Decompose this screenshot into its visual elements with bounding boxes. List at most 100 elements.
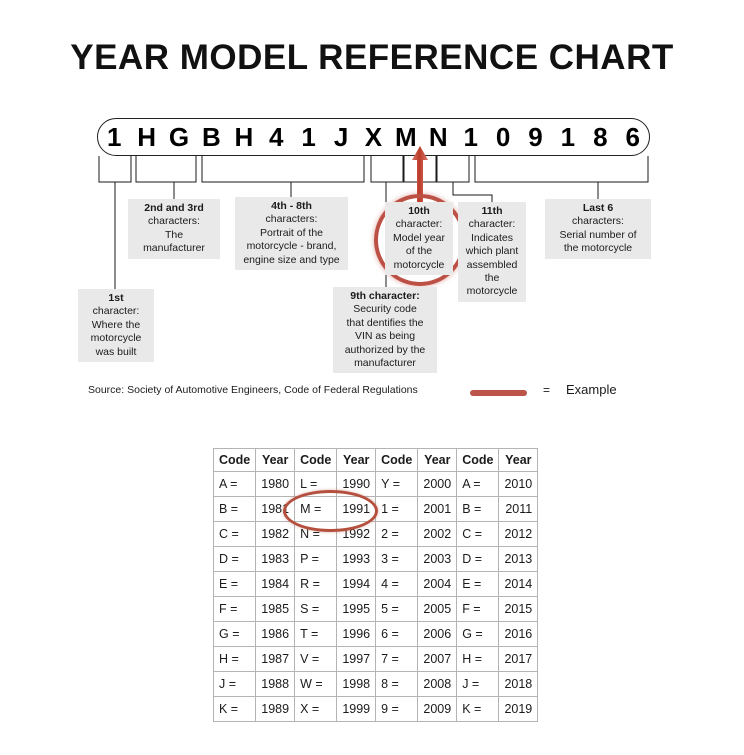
callout-line: 11th <box>481 205 503 217</box>
cell-year: 2017 <box>498 646 539 672</box>
table-row: D = 1983 P = 1993 3 = 2003 D = 2013 <box>212 546 539 572</box>
cell-code: 8 = <box>375 671 419 697</box>
cell-code: 2 = <box>375 521 419 547</box>
vin-char-9: X <box>364 122 383 152</box>
bracket-2nd-3rd <box>135 156 197 183</box>
vin-char-14: 9 <box>528 122 543 152</box>
vin-char-12: 1 <box>463 122 478 152</box>
cell-year: 2010 <box>498 471 539 497</box>
callout-line: manufacturer <box>143 242 205 255</box>
cell-year: 2004 <box>417 571 458 597</box>
callout-line: 9th character: <box>350 290 420 302</box>
callout-line: engine size and type <box>243 253 340 266</box>
callout-1st-character: 1st character: Where the motorcycle was … <box>78 289 154 363</box>
table-row: C = 1982 N = 1992 2 = 2002 C = 2012 <box>212 521 539 547</box>
example-line-swatch <box>470 390 527 396</box>
cell-code: 6 = <box>375 621 419 647</box>
cell-year: 2009 <box>417 696 458 722</box>
callout-line: motorcycle <box>90 332 142 345</box>
vin-char-4: B <box>202 122 221 152</box>
cell-code: C = <box>212 521 257 547</box>
table-header-row: Code Year Code Year Code Year Code Year <box>212 448 539 472</box>
cell-year: 2006 <box>417 621 458 647</box>
legend-equals-sign: = <box>543 383 551 397</box>
table-row: F = 1985 S = 1995 5 = 2005 F = 2015 <box>212 596 539 622</box>
cell-year: 2002 <box>417 521 458 547</box>
cell-year: 1987 <box>255 646 296 672</box>
vin-char-15: 1 <box>560 122 576 152</box>
vin-char-3: G <box>168 122 190 152</box>
callout-line: character: <box>468 218 516 231</box>
cell-code: 3 = <box>375 546 419 572</box>
callout-10th-character: 10th character: Model year of the motorc… <box>385 202 453 276</box>
callout-line: was built <box>95 345 137 358</box>
callout-line: assembled <box>466 258 518 271</box>
cell-code: A = <box>456 471 500 497</box>
cell-year: 2016 <box>498 621 539 647</box>
cell-year: 1988 <box>255 671 296 697</box>
cell-code: K = <box>456 696 500 722</box>
cell-code: C = <box>456 521 500 547</box>
vin-char-8: J <box>333 122 349 152</box>
column-header-year-2: Year <box>336 448 377 472</box>
callout-2nd-3rd-characters: 2nd and 3rd characters: The manufacturer <box>128 199 220 259</box>
cell-code: F = <box>212 596 257 622</box>
column-header-year-4: Year <box>498 448 539 472</box>
table-row: E = 1984 R = 1994 4 = 2004 E = 2014 <box>212 571 539 597</box>
cell-year: 2019 <box>498 696 539 722</box>
callout-line: Portrait of the <box>259 226 324 239</box>
cell-code: 1 = <box>375 496 419 522</box>
vin-char-11: N <box>428 122 448 152</box>
year-code-table: Code Year Code Year Code Year Code Year … <box>212 448 539 722</box>
cell-code: X = <box>294 696 338 722</box>
cell-code: M = <box>294 496 338 522</box>
cell-code: E = <box>456 571 500 597</box>
bracket-1st <box>98 156 132 183</box>
cell-year: 1993 <box>336 546 377 572</box>
cell-year: 2015 <box>498 596 539 622</box>
cell-year: 1996 <box>336 621 377 647</box>
callout-11th-character: 11th character: Indicates which plant as… <box>458 202 526 302</box>
leader-11th <box>452 182 493 202</box>
vin-char-10: M <box>395 122 417 152</box>
cell-year: 1982 <box>255 521 296 547</box>
bracket-11th <box>436 156 470 183</box>
vin-char-7: 1 <box>301 122 316 152</box>
cell-code: B = <box>456 496 500 522</box>
cell-code: 7 = <box>375 646 419 672</box>
table-row: G = 1986 T = 1996 6 = 2006 G = 2016 <box>212 621 539 647</box>
cell-year: 2000 <box>417 471 458 497</box>
cell-code: J = <box>456 671 500 697</box>
cell-code: H = <box>456 646 500 672</box>
callout-line: of the <box>405 245 433 258</box>
page-title: YEAR MODEL REFERENCE CHART <box>70 38 674 77</box>
callout-line: Security code <box>353 303 417 316</box>
column-header-code-2: Code <box>294 448 338 472</box>
column-header-code-4: Code <box>456 448 500 472</box>
callout-line: manufacturer <box>354 357 416 370</box>
callout-line: 10th <box>408 205 430 217</box>
table-row: J = 1988 W = 1998 8 = 2008 J = 2018 <box>212 671 539 697</box>
callout-line: that dentifies the <box>346 316 424 329</box>
cell-year: 2013 <box>498 546 539 572</box>
vin-char-17: 6 <box>625 122 640 152</box>
callout-line: character: <box>92 305 140 318</box>
cell-year: 1998 <box>336 671 377 697</box>
cell-code: 9 = <box>375 696 419 722</box>
table-row: A = 1980 L = 1990 Y = 2000 A = 2010 <box>212 471 539 497</box>
cell-year: 1992 <box>336 521 377 547</box>
cell-code: H = <box>212 646 257 672</box>
callout-line: motorcycle <box>466 285 518 298</box>
cell-code: 4 = <box>375 571 419 597</box>
callout-line: 2nd and 3rd <box>144 202 204 214</box>
callout-line: Where the <box>91 318 141 331</box>
cell-code: B = <box>212 496 257 522</box>
cell-code: V = <box>294 646 338 672</box>
callout-line: motorcycle - brand, <box>246 240 337 253</box>
cell-year: 1986 <box>255 621 296 647</box>
vin-char-2: H <box>137 122 156 152</box>
cell-year: 2011 <box>498 496 539 522</box>
source-legend-row: Source: Society of Automotive Engineers,… <box>88 382 658 401</box>
callout-line: the <box>484 272 500 285</box>
cell-code: G = <box>456 621 500 647</box>
